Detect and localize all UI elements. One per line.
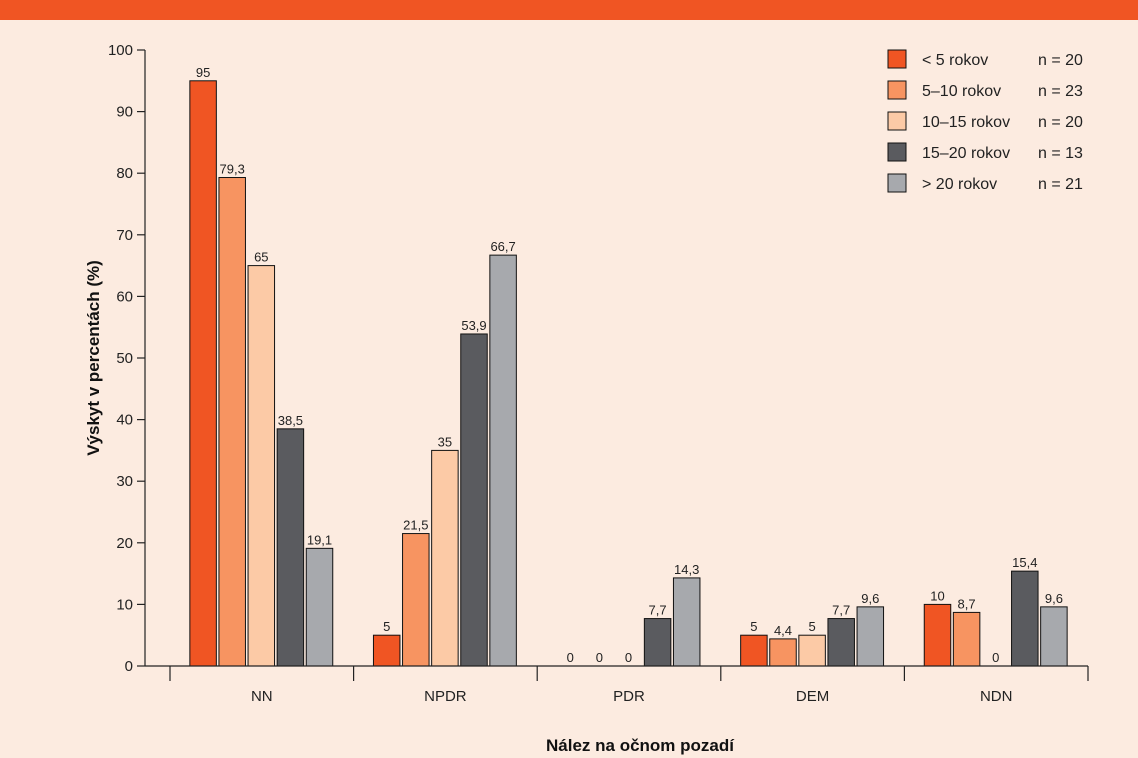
legend: < 5 rokov n = 20 5–10 rokov n = 23 10–15 rok… — [887, 49, 1083, 193]
category-label: DEM — [796, 688, 829, 705]
data-label: 14,3 — [674, 562, 699, 577]
legend-count: n = 20 — [1038, 114, 1083, 131]
bar — [798, 634, 826, 667]
data-label: 5 — [750, 619, 757, 634]
legend-label: 15–20 rokov — [922, 145, 1010, 162]
bar — [247, 265, 276, 667]
data-label: 5 — [383, 619, 390, 634]
bar — [402, 533, 430, 667]
bars-layer — [189, 80, 1068, 667]
title-banner — [0, 0, 1138, 20]
bar — [1011, 570, 1039, 667]
bar — [372, 634, 401, 667]
data-label: 53,9 — [461, 318, 486, 333]
data-label: 9,6 — [1045, 591, 1063, 606]
data-label: 66,7 — [490, 239, 515, 254]
bar — [276, 428, 305, 667]
bar — [189, 80, 217, 667]
y-tick-label: 90 — [116, 104, 133, 121]
data-label: 7,7 — [832, 603, 850, 618]
data-label: 79,3 — [220, 162, 245, 177]
data-label: 35 — [438, 434, 452, 449]
data-labels-layer: 95 79,3 65 38,5 19,1 5 21,5 35 53,9 66,7 0 0 0 7,7 14,… — [196, 65, 1063, 665]
y-tick-label: 60 — [116, 288, 133, 305]
data-label: 0 — [596, 650, 603, 665]
data-label: 38,5 — [278, 413, 303, 428]
bar — [856, 606, 885, 667]
data-label: 65 — [254, 250, 268, 265]
legend-count: n = 20 — [1038, 52, 1083, 69]
legend-swatch — [887, 80, 907, 100]
data-label: 95 — [196, 65, 210, 80]
category-label: NDN — [980, 688, 1013, 705]
y-tick-label: 70 — [116, 227, 133, 244]
y-axis-title: Výskyt v percentách (%) — [84, 260, 103, 456]
bar — [218, 177, 246, 667]
legend-label: > 20 rokov — [922, 176, 997, 193]
data-label: 19,1 — [307, 532, 332, 547]
data-label: 8,7 — [958, 596, 976, 611]
data-label: 10 — [930, 588, 944, 603]
bar — [952, 611, 981, 667]
data-label: 9,6 — [861, 591, 879, 606]
legend-swatch — [887, 49, 907, 69]
y-tick-label: 0 — [125, 658, 133, 675]
data-label: 4,4 — [774, 623, 792, 638]
bar — [769, 638, 797, 667]
legend-swatch — [887, 142, 907, 162]
bar — [672, 577, 701, 667]
legend-count: n = 21 — [1038, 176, 1083, 193]
data-label: 0 — [625, 650, 632, 665]
category-label: NPDR — [424, 688, 467, 705]
legend-count: n = 13 — [1038, 145, 1083, 162]
x-axis-title: Nález na očnom pozadí — [546, 736, 735, 755]
bar — [305, 547, 334, 667]
y-tick-label: 10 — [116, 596, 133, 613]
bar — [923, 603, 952, 667]
bar — [460, 333, 488, 667]
data-label: 0 — [567, 650, 574, 665]
legend-label: < 5 rokov — [922, 52, 988, 69]
bar — [643, 618, 672, 667]
data-label: 5 — [808, 619, 815, 634]
data-label: 21,5 — [403, 518, 428, 533]
bar — [827, 618, 855, 667]
y-tick-label: 30 — [116, 473, 133, 490]
legend-swatch — [887, 111, 907, 131]
data-label: 0 — [992, 650, 999, 665]
y-tick-label: 40 — [116, 412, 133, 429]
bar — [1040, 606, 1068, 667]
y-tick-label: 100 — [108, 42, 133, 59]
legend-label: 5–10 rokov — [922, 83, 1001, 100]
legend-label: 10–15 rokov — [922, 114, 1010, 131]
data-label: 15,4 — [1012, 555, 1037, 570]
bar — [740, 634, 768, 667]
y-tick-label: 50 — [116, 350, 133, 367]
category-label: PDR — [613, 688, 645, 705]
bar — [489, 254, 517, 667]
legend-swatch — [887, 173, 907, 193]
legend-count: n = 23 — [1038, 83, 1083, 100]
y-tick-label: 80 — [116, 165, 133, 182]
y-tick-label: 20 — [116, 535, 133, 552]
category-label: NN — [251, 688, 273, 705]
data-label: 7,7 — [649, 603, 667, 618]
bar — [431, 449, 459, 667]
